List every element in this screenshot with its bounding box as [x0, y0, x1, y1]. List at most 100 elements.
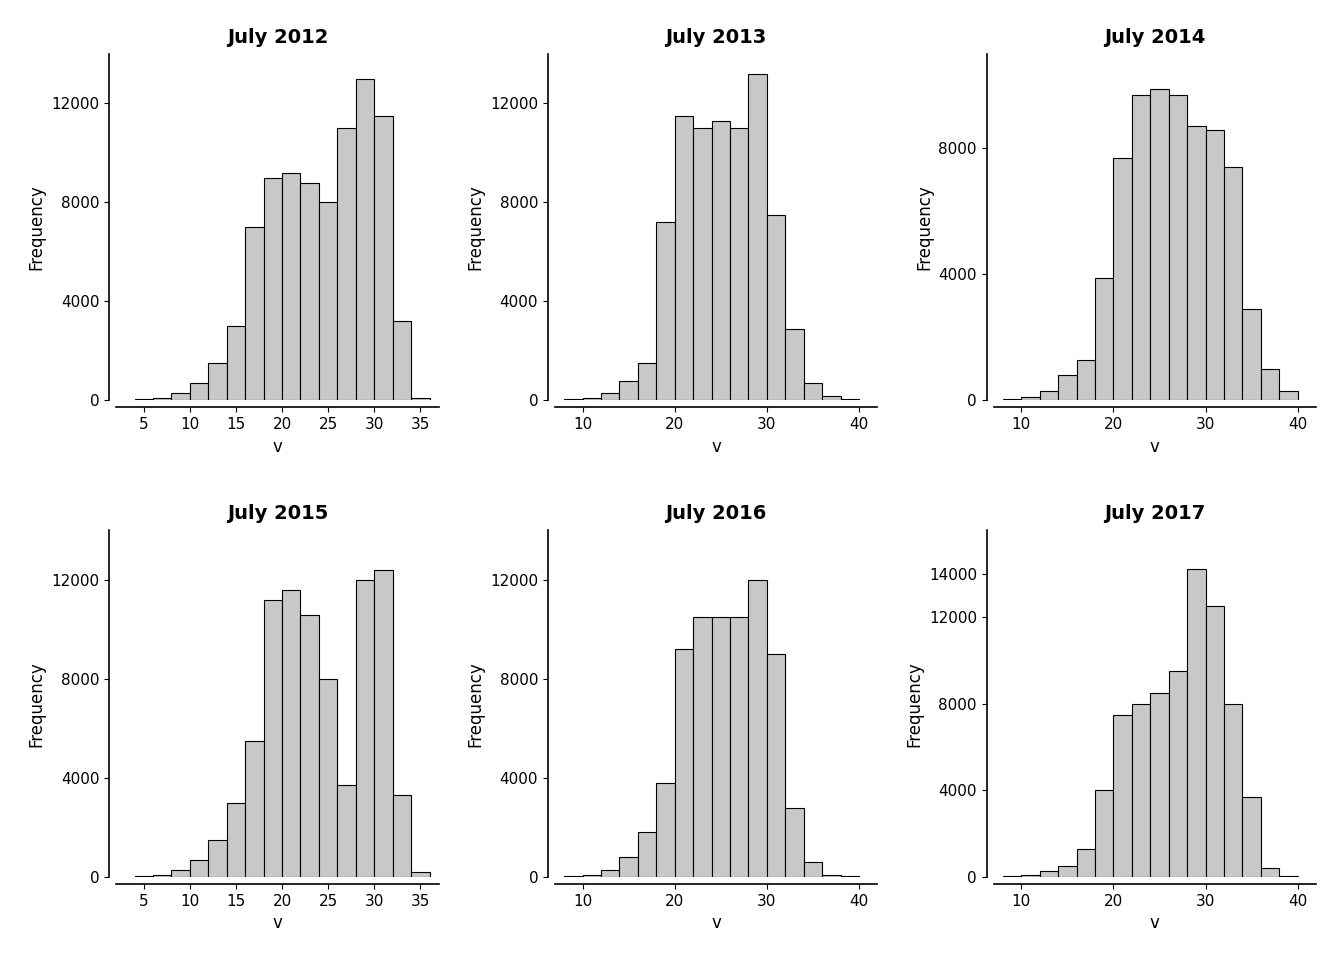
Bar	[804, 862, 823, 877]
Bar	[392, 322, 411, 400]
Bar	[1206, 130, 1224, 400]
Bar	[172, 870, 190, 877]
Bar	[767, 215, 785, 400]
Bar	[319, 203, 337, 400]
Bar	[840, 399, 859, 400]
Bar	[785, 328, 804, 400]
Bar	[1261, 869, 1279, 877]
Bar	[656, 783, 675, 877]
Bar	[804, 383, 823, 400]
Bar	[564, 399, 582, 400]
Bar	[564, 876, 582, 877]
Y-axis label: Frequency: Frequency	[915, 184, 933, 270]
Bar	[1279, 876, 1298, 877]
X-axis label: v: v	[1150, 438, 1160, 456]
Y-axis label: Frequency: Frequency	[466, 660, 485, 747]
Bar	[620, 857, 638, 877]
Bar	[153, 398, 172, 400]
Bar	[411, 872, 430, 877]
Bar	[749, 74, 767, 400]
Bar	[1132, 95, 1150, 400]
Bar	[1021, 397, 1040, 400]
Bar	[319, 679, 337, 877]
Bar	[1003, 399, 1021, 400]
Bar	[263, 178, 282, 400]
Bar	[638, 832, 656, 877]
Y-axis label: Frequency: Frequency	[28, 184, 46, 270]
Bar	[711, 617, 730, 877]
Bar	[337, 128, 356, 400]
Bar	[1077, 849, 1095, 877]
Title: July 2017: July 2017	[1105, 504, 1206, 523]
Bar	[1261, 369, 1279, 400]
Bar	[190, 859, 208, 877]
Bar	[208, 840, 227, 877]
Title: July 2013: July 2013	[665, 28, 767, 47]
Bar	[1113, 714, 1132, 877]
Bar	[601, 870, 620, 877]
Bar	[374, 116, 392, 400]
Bar	[282, 589, 301, 877]
Bar	[1150, 88, 1169, 400]
Bar	[356, 580, 374, 877]
Bar	[711, 121, 730, 400]
Bar	[172, 393, 190, 400]
Bar	[1224, 167, 1242, 400]
Bar	[582, 398, 601, 400]
Bar	[749, 580, 767, 877]
Bar	[374, 570, 392, 877]
Bar	[582, 875, 601, 877]
Bar	[601, 393, 620, 400]
Bar	[1058, 866, 1077, 877]
Bar	[1077, 359, 1095, 400]
X-axis label: v: v	[1150, 914, 1160, 932]
Bar	[730, 617, 749, 877]
Bar	[134, 399, 153, 400]
Bar	[263, 600, 282, 877]
Title: July 2014: July 2014	[1105, 28, 1206, 47]
Bar	[1169, 95, 1187, 400]
Bar	[245, 228, 263, 400]
Bar	[1095, 277, 1113, 400]
Bar	[823, 396, 840, 400]
Bar	[1040, 871, 1058, 877]
Bar	[392, 795, 411, 877]
Bar	[356, 79, 374, 400]
Bar	[208, 363, 227, 400]
Bar	[1242, 309, 1261, 400]
Title: July 2016: July 2016	[665, 504, 767, 523]
X-axis label: v: v	[711, 438, 722, 456]
Y-axis label: Frequency: Frequency	[906, 660, 923, 747]
X-axis label: v: v	[273, 914, 282, 932]
Bar	[227, 326, 245, 400]
Bar	[1187, 127, 1206, 400]
Bar	[730, 128, 749, 400]
Bar	[1113, 157, 1132, 400]
Bar	[1058, 375, 1077, 400]
Bar	[1021, 875, 1040, 877]
Bar	[767, 654, 785, 877]
Bar	[638, 363, 656, 400]
Bar	[282, 173, 301, 400]
Bar	[1279, 391, 1298, 400]
Bar	[620, 381, 638, 400]
Bar	[840, 876, 859, 877]
Bar	[1150, 693, 1169, 877]
Bar	[675, 649, 694, 877]
Bar	[227, 803, 245, 877]
Bar	[301, 614, 319, 877]
Y-axis label: Frequency: Frequency	[466, 184, 485, 270]
Bar	[1132, 704, 1150, 877]
Bar	[134, 876, 153, 877]
X-axis label: v: v	[273, 438, 282, 456]
Bar	[190, 383, 208, 400]
Bar	[1187, 569, 1206, 877]
Bar	[1040, 391, 1058, 400]
Bar	[694, 128, 711, 400]
Bar	[1169, 671, 1187, 877]
Bar	[694, 617, 711, 877]
Bar	[337, 785, 356, 877]
Bar	[411, 398, 430, 400]
Bar	[245, 741, 263, 877]
Bar	[1095, 790, 1113, 877]
